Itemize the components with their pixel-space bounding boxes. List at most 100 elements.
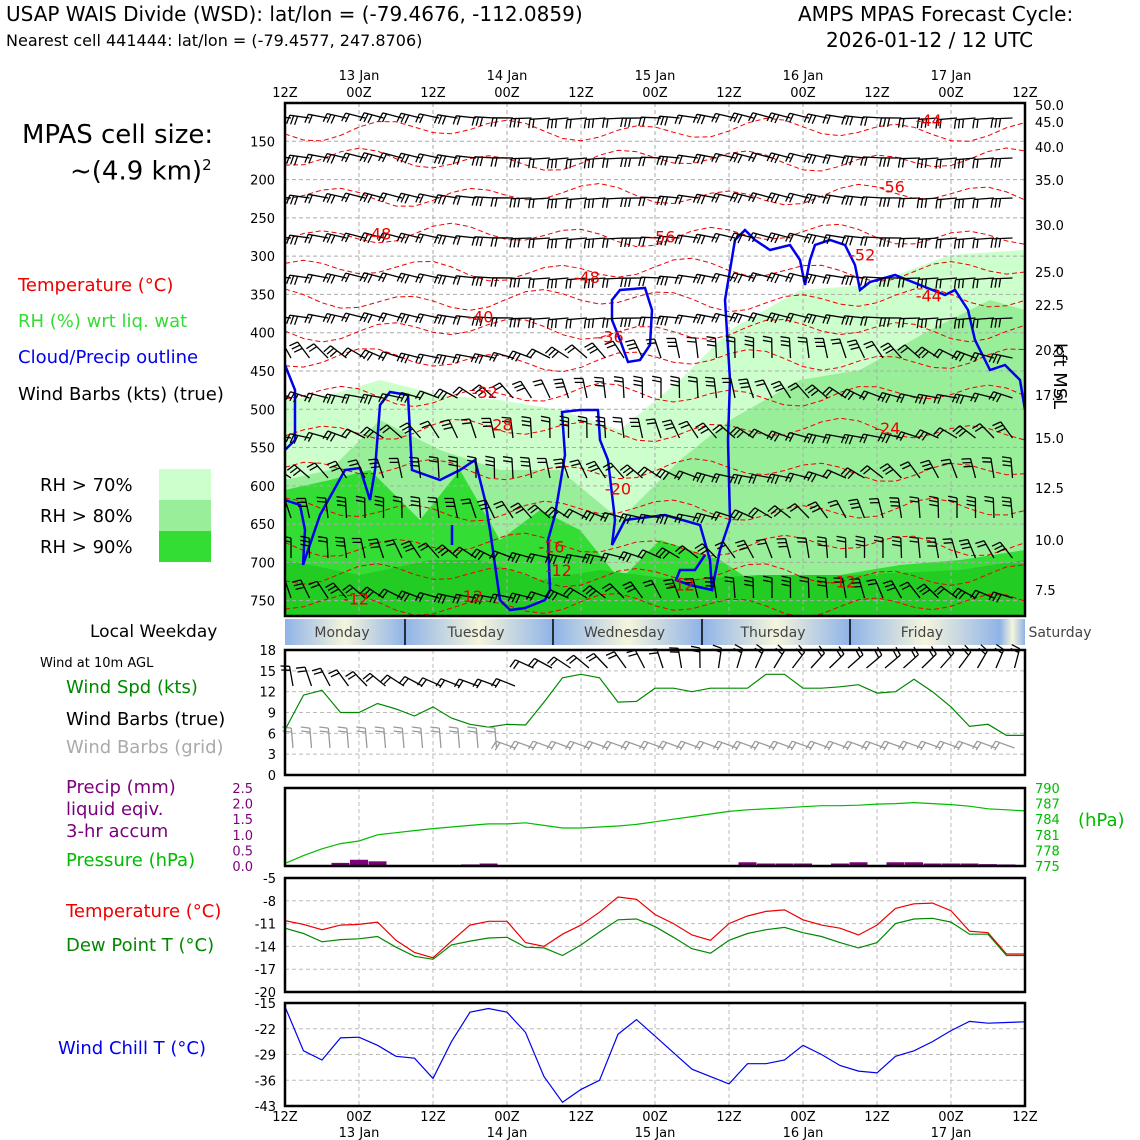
top-date-label: 16 Jan (783, 69, 824, 84)
wind10m-barb-grid (356, 726, 368, 749)
wind-barb (972, 157, 995, 169)
wind-barb (285, 473, 292, 479)
wind-barb (841, 315, 865, 326)
wind-barb (471, 316, 495, 327)
wind10m-barb-true (605, 651, 627, 669)
precip-tick-label: 0.0 (232, 860, 253, 875)
wind-barb (306, 343, 329, 359)
wind-barb (410, 496, 422, 519)
pressure-tick-label: 781 (1035, 829, 1060, 844)
wind-barb (822, 114, 847, 125)
wind10m-barb-true (280, 665, 294, 687)
wind-barb (509, 237, 532, 248)
wind-barb (396, 391, 421, 404)
wind-barb (914, 429, 939, 441)
cell-size-line2: ~(4.9 km)2 (70, 156, 212, 187)
hpa-unit: (hPa) (1078, 810, 1125, 831)
wind-barb (507, 592, 532, 604)
wind-barb (655, 547, 680, 560)
temperature-isotherm (285, 182, 1025, 207)
wind-barb (521, 416, 533, 439)
wind-barb (975, 540, 995, 559)
swatch-rh70 (159, 469, 211, 500)
top-time-label: 12Z (568, 86, 594, 101)
wind10m-barb-grid (485, 726, 498, 749)
wind-barb (841, 155, 865, 166)
wind-barb (785, 232, 810, 243)
wind-barb (581, 553, 606, 565)
wind-barb (897, 317, 921, 328)
pressure-tick-label: 650 (250, 518, 275, 533)
kft-tick-label: 12.5 (1035, 482, 1064, 497)
precip-bar (350, 859, 368, 866)
wind-barb (526, 553, 551, 564)
kft-tick-label: 45.0 (1035, 116, 1064, 131)
wind-barb (470, 548, 495, 561)
wind-barb (600, 511, 625, 522)
precip-bar (738, 862, 757, 866)
wind-barb (581, 510, 606, 522)
wind-barb (729, 192, 754, 204)
wind-barb (785, 152, 810, 163)
wind-barb (822, 386, 847, 399)
wind-barb (286, 234, 310, 246)
wind-barb (785, 192, 810, 203)
legend-wind-spd: Wind Spd (kts) (66, 677, 198, 698)
bottom-time-label: 12Z (716, 1110, 742, 1125)
wind-barb (340, 428, 366, 439)
wind-barb (711, 473, 736, 484)
wind-barb (897, 117, 921, 128)
dewpoint-line (284, 917, 1025, 960)
wind-barb (285, 433, 310, 444)
wind-barb (674, 545, 699, 559)
wind-barb (415, 313, 440, 324)
wind-barb (569, 459, 588, 479)
bottom-date-label: 17 Jan (931, 1126, 972, 1140)
wind-barb (396, 272, 421, 284)
wind-barb (544, 346, 569, 359)
wind-barb (323, 345, 347, 359)
wind-barb (602, 583, 625, 599)
temperature-contour-label: -16 (538, 537, 564, 556)
wind-barb (291, 579, 311, 599)
wind-barb (935, 197, 958, 209)
wind-barb (803, 471, 828, 483)
wind-barb (444, 497, 459, 519)
wind-barb (878, 237, 902, 247)
wind-barb (712, 424, 736, 439)
wind-barb (1001, 496, 1014, 519)
temperature-isotherm (285, 117, 1025, 142)
wind-barb (316, 496, 329, 519)
wind-barb (729, 112, 754, 124)
kft-tick-label: 25.0 (1035, 266, 1064, 281)
wind-barb (285, 236, 292, 239)
wind-barb (655, 513, 680, 525)
wind-barb (396, 152, 421, 164)
wind-barb (933, 393, 958, 404)
wind-barb (629, 417, 644, 439)
wind-barb (285, 276, 292, 279)
bottom-time-label: 00Z (642, 1110, 668, 1125)
wind-barb (544, 589, 569, 601)
precip-tick-label: 0.5 (232, 844, 253, 859)
wind-barb (841, 195, 865, 206)
wind-barb (988, 591, 1013, 603)
wind-barb (415, 113, 440, 124)
weekday-cell (850, 619, 1000, 645)
wind-barb (850, 578, 866, 599)
temperature-line (284, 896, 1025, 959)
wind-barb (601, 197, 625, 208)
bottom-time-label: 00Z (346, 1110, 372, 1125)
wind10m-barb-true (712, 644, 723, 669)
wind-barb (470, 353, 495, 364)
wind-barb (670, 375, 681, 399)
wind-barb (433, 114, 458, 125)
wind-barb (440, 419, 459, 439)
temperature-isotherm (285, 593, 1025, 616)
wind-barb (803, 193, 828, 205)
weekday-cell (1000, 619, 1025, 645)
wind-barb (706, 336, 718, 359)
wind-barb (762, 335, 773, 359)
wind-barb (991, 541, 1014, 559)
wind-barb (528, 197, 551, 209)
